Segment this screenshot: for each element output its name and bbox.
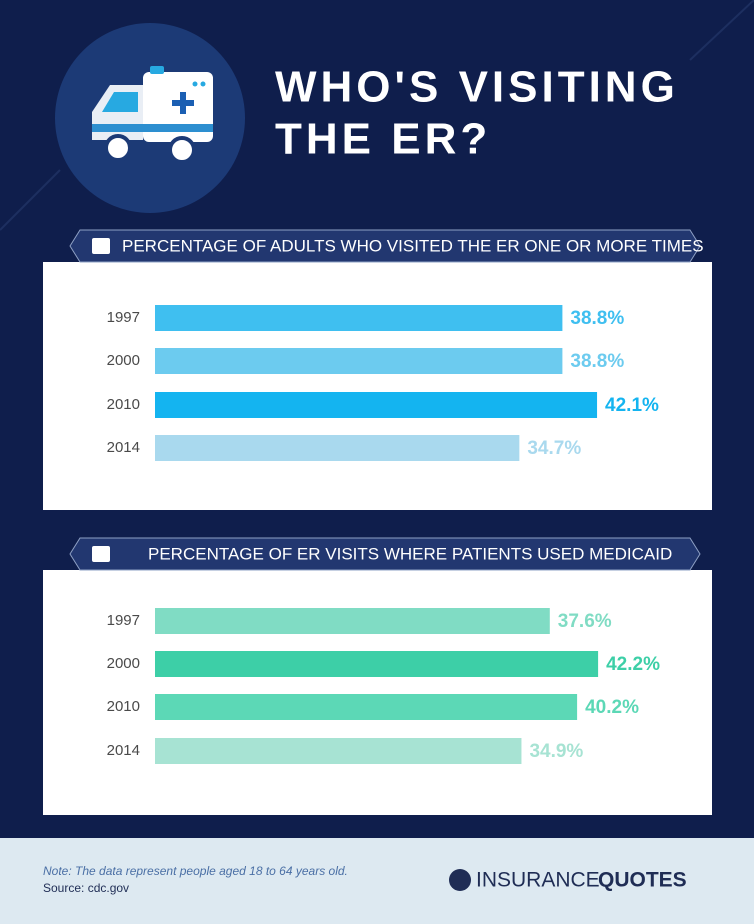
value-label: 37.6% — [558, 611, 612, 632]
category-label: 1997 — [107, 612, 140, 629]
title-line: THE ER? — [275, 115, 491, 164]
category-label: 2014 — [107, 742, 140, 759]
value-label: 34.7% — [527, 438, 581, 459]
footer-note: Note: The data represent people aged 18 … — [43, 864, 348, 878]
logo-text: QUOTES — [598, 869, 687, 892]
panel — [43, 570, 712, 815]
value-label: 34.9% — [529, 741, 583, 762]
decor-line — [689, 0, 754, 61]
bar — [155, 694, 578, 720]
bar — [155, 392, 598, 418]
footer-source: Source: cdc.gov — [43, 881, 129, 895]
header-icon — [92, 238, 110, 254]
category-label: 2014 — [107, 439, 140, 456]
category-label: 2010 — [107, 396, 140, 413]
category-label: 2010 — [107, 698, 140, 715]
category-label: 2000 — [107, 352, 140, 369]
bar — [155, 435, 520, 461]
decor-line — [0, 169, 61, 231]
bar — [155, 305, 563, 331]
value-label: 38.8% — [570, 308, 624, 329]
value-label: 42.2% — [606, 654, 660, 675]
bar — [155, 738, 522, 764]
bar — [155, 608, 550, 634]
logo-text: INSURANCE — [476, 869, 600, 892]
panel — [43, 262, 712, 510]
footer — [0, 838, 754, 924]
header-band — [69, 537, 701, 571]
value-label: 42.1% — [605, 395, 659, 416]
bar — [155, 348, 563, 374]
category-label: 2000 — [107, 655, 140, 672]
value-label: 38.8% — [570, 351, 624, 372]
bar — [155, 651, 599, 677]
chart-title: PERCENTAGE OF ER VISITS WHERE PATIENTS U… — [148, 544, 672, 563]
header-band — [69, 229, 701, 263]
chart-title: PERCENTAGE OF ADULTS WHO VISITED THE ER … — [122, 236, 704, 255]
ambulance-icon — [92, 66, 213, 164]
value-label: 40.2% — [585, 697, 639, 718]
category-label: 1997 — [107, 309, 140, 326]
logo-mark — [449, 869, 471, 891]
title-line: WHO'S VISITING — [275, 63, 679, 112]
header-icon — [92, 546, 110, 562]
